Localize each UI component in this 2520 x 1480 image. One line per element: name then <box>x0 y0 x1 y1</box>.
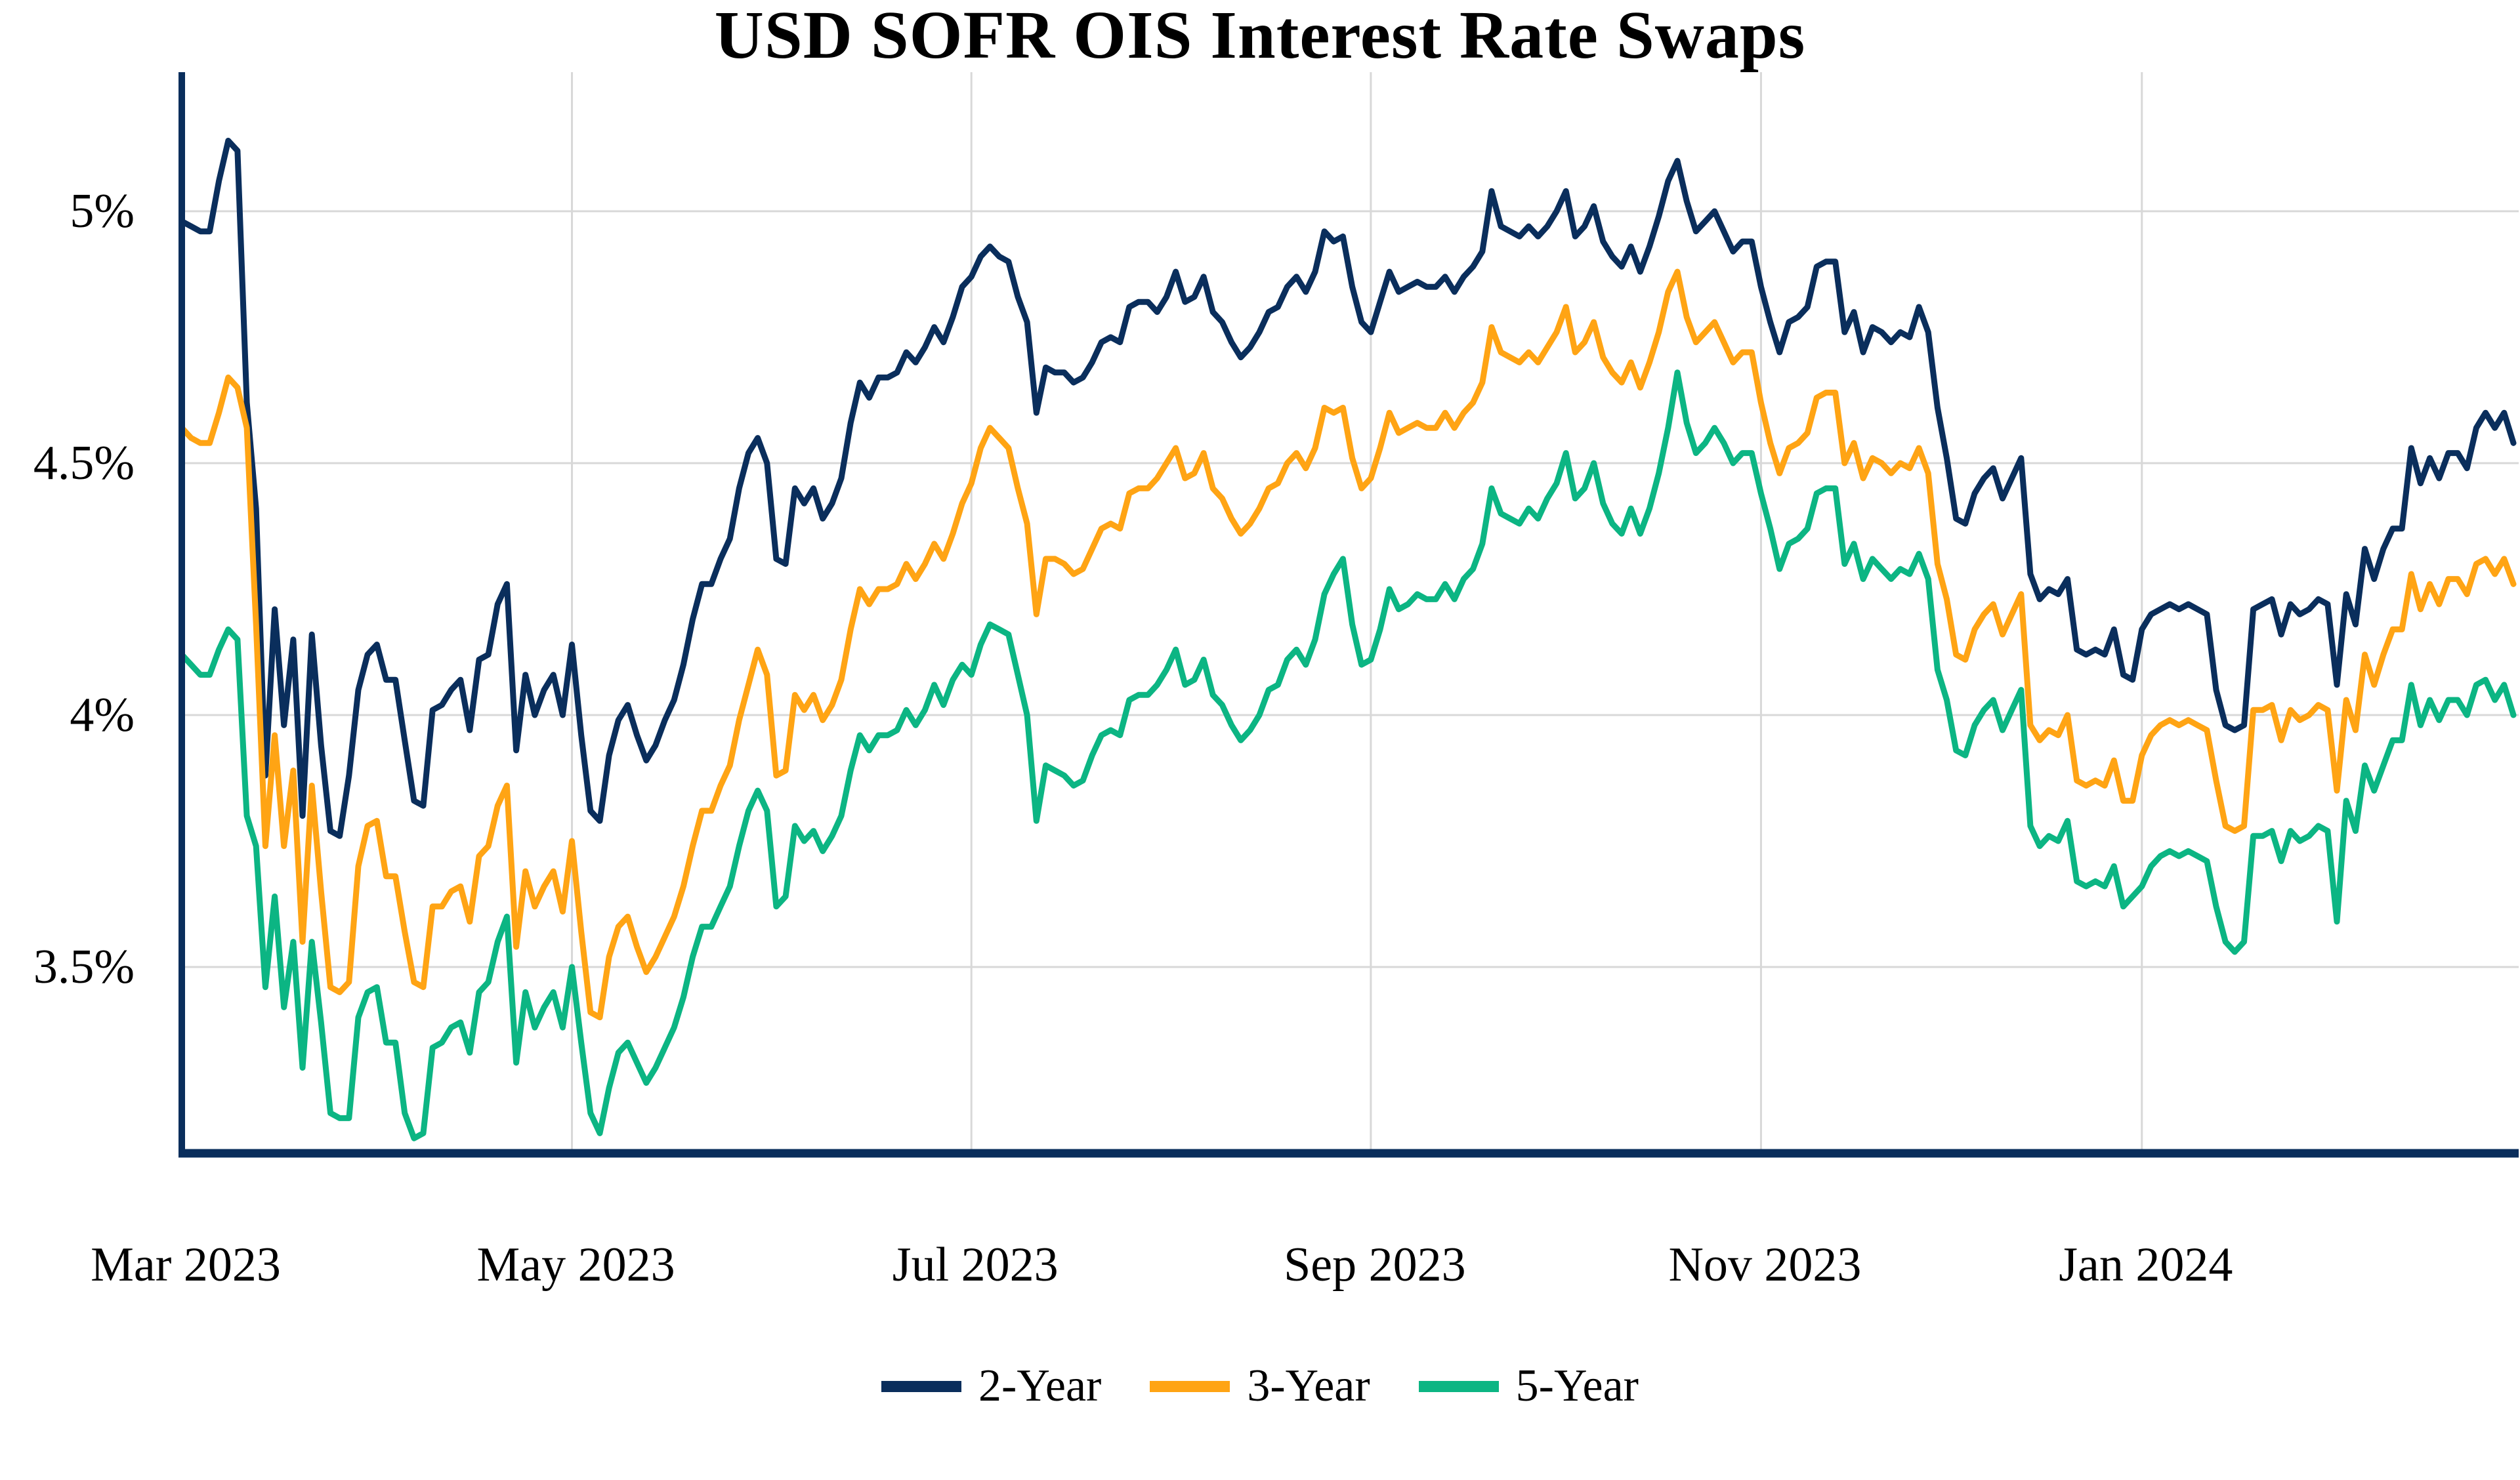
legend-item-2-year: 2-Year <box>881 1363 1101 1409</box>
x-axis-tick-label: Jul 2023 <box>892 1238 1059 1292</box>
legend-item-3-year: 3-Year <box>1150 1363 1370 1409</box>
x-axis-tick-label: May 2023 <box>476 1238 675 1292</box>
legend-label: 5-Year <box>1515 1361 1639 1411</box>
x-axis-tick-label: Jan 2024 <box>2059 1238 2233 1292</box>
y-axis-tick-label: 4% <box>70 688 135 742</box>
legend-label: 3-Year <box>1247 1361 1370 1411</box>
legend-line-swatch-icon <box>881 1380 962 1392</box>
legend-label: 2-Year <box>978 1361 1102 1411</box>
y-axis-tick-label: 4.5% <box>33 436 135 490</box>
legend-line-swatch-icon <box>1150 1380 1230 1392</box>
chart-title: USD SOFR OIS Interest Rate Swaps <box>714 0 1806 73</box>
x-axis-tick-label: Nov 2023 <box>1668 1238 1861 1292</box>
legend-line-swatch-icon <box>1418 1380 1499 1392</box>
x-axis-tick-label: Sep 2023 <box>1284 1238 1466 1292</box>
x-axis-tick-label: Mar 2023 <box>91 1238 281 1292</box>
legend-item-5-year: 5-Year <box>1418 1361 1639 1411</box>
series-line-5-year <box>178 369 2517 1141</box>
chart-legend: 2-Year 3-Year 5-Year <box>0 1363 2520 1409</box>
y-axis-tick-label: 5% <box>70 184 135 238</box>
y-axis-tick-label: 3.5% <box>33 940 135 994</box>
series-line-2-year <box>178 138 2517 839</box>
series-line-3-year <box>178 268 2517 1021</box>
